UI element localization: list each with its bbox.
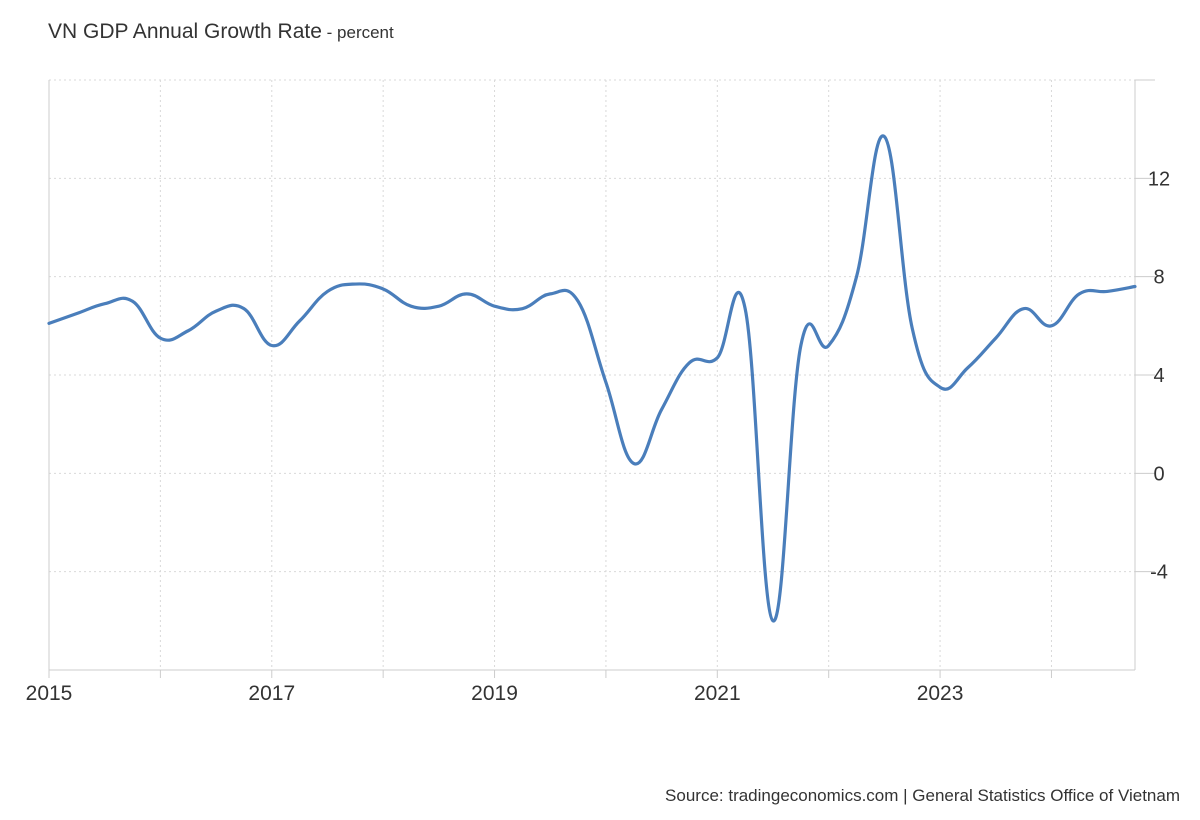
data-point-2018-07[interactable] <box>436 303 442 309</box>
data-point-2024-07[interactable] <box>1104 288 1110 294</box>
data-point-2020-04[interactable] <box>631 461 637 467</box>
data-point-2017-07[interactable] <box>324 288 330 294</box>
data-point-2021-07[interactable] <box>770 618 776 624</box>
data-point-2024-01[interactable] <box>1048 323 1054 329</box>
data-point-2023-10[interactable] <box>1021 306 1027 312</box>
y-tick-label-8: 8 <box>1153 267 1164 289</box>
data-point-2017-04[interactable] <box>297 318 303 324</box>
x-tick-label-2021: 2021 <box>694 682 741 705</box>
x-tick-label-2019: 2019 <box>471 682 518 705</box>
source-note: Source: tradingeconomics.com | General S… <box>665 786 1180 805</box>
gridlines <box>49 79 1135 670</box>
data-point-2023-01[interactable] <box>937 384 943 390</box>
data-point-2021-04[interactable] <box>742 306 748 312</box>
data-point-2016-01[interactable] <box>157 335 163 341</box>
data-point-2019-10[interactable] <box>575 298 581 304</box>
data-point-2020-01[interactable] <box>603 379 609 385</box>
data-point-2017-10[interactable] <box>352 281 358 287</box>
x-tick-label-2017: 2017 <box>248 682 295 705</box>
data-point-2023-04[interactable] <box>965 365 971 371</box>
y-tick-label-12: 12 <box>1148 168 1170 190</box>
x-tick-label-2023: 2023 <box>917 682 964 705</box>
series-line-0 <box>47 134 1137 623</box>
data-point-2016-10[interactable] <box>241 306 247 312</box>
tick-labels: 2015 2017 2019 2021 2023 -4 0 4 8 12 <box>26 168 1170 705</box>
data-point-2021-01[interactable] <box>714 355 720 361</box>
data-point-2018-01[interactable] <box>380 286 386 292</box>
data-point-2015-04[interactable] <box>74 311 80 317</box>
data-point-2020-10[interactable] <box>686 360 692 366</box>
chart-unit: - percent <box>321 23 394 42</box>
series-group <box>46 134 1138 624</box>
data-point-2017-01[interactable] <box>269 343 275 349</box>
data-point-2019-07[interactable] <box>547 291 553 297</box>
data-point-2022-04[interactable] <box>854 274 860 280</box>
data-point-2018-10[interactable] <box>464 291 470 297</box>
data-point-2016-07[interactable] <box>213 308 219 314</box>
chart-title: VN GDP Annual Growth Rate <box>48 20 322 43</box>
data-point-2018-04[interactable] <box>408 303 414 309</box>
data-point-2021-10[interactable] <box>798 343 804 349</box>
axes <box>48 79 1155 678</box>
data-point-2022-10[interactable] <box>909 325 915 331</box>
data-point-2019-04[interactable] <box>519 306 525 312</box>
data-point-2015-10[interactable] <box>130 298 136 304</box>
data-point-2020-07[interactable] <box>659 406 665 412</box>
data-point-2016-04[interactable] <box>185 328 191 334</box>
data-point-2015-01[interactable] <box>46 320 52 326</box>
data-point-2019-01[interactable] <box>492 303 498 309</box>
x-tick-label-2015: 2015 <box>26 682 73 705</box>
data-point-2024-10[interactable] <box>1132 284 1138 290</box>
y-tick-label-0: 0 <box>1153 463 1164 485</box>
data-point-2022-01[interactable] <box>826 343 832 349</box>
chart-header: VN GDP Annual Growth Rate - percent <box>48 20 394 44</box>
y-tick-label--4: -4 <box>1150 562 1168 584</box>
data-point-2022-07[interactable] <box>881 134 887 140</box>
y-tick-label-4: 4 <box>1153 365 1164 387</box>
data-point-2015-07[interactable] <box>102 301 108 307</box>
data-point-2024-04[interactable] <box>1076 291 1082 297</box>
data-point-2023-07[interactable] <box>993 335 999 341</box>
